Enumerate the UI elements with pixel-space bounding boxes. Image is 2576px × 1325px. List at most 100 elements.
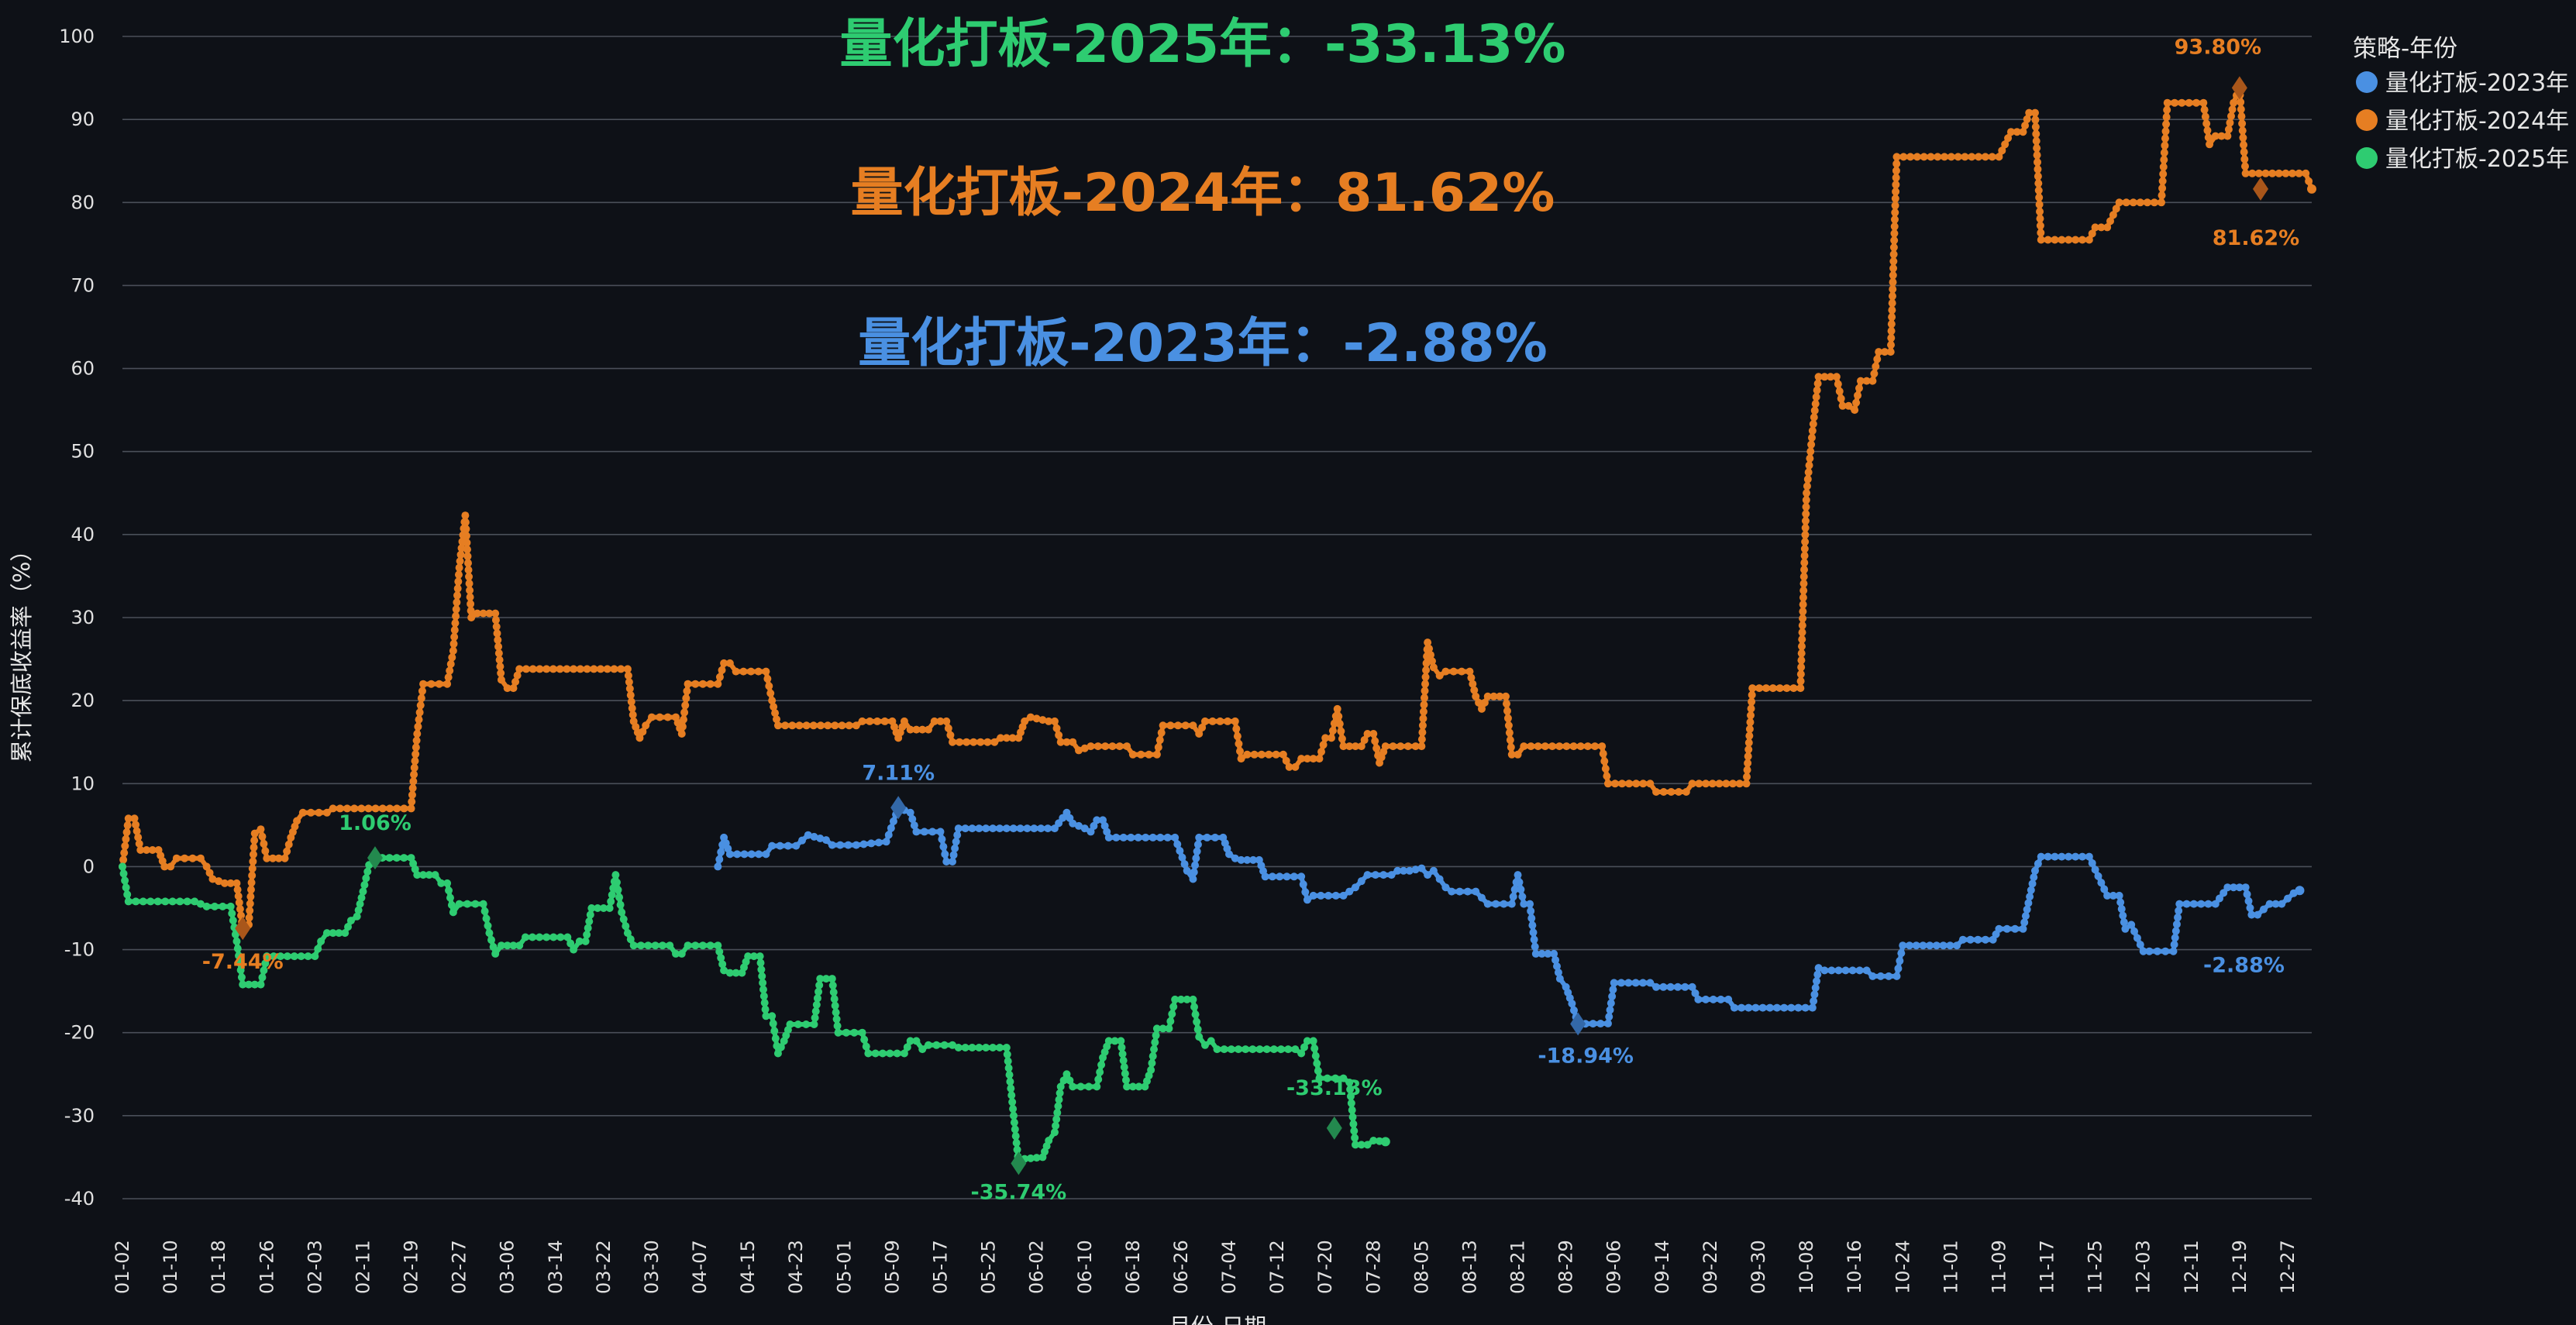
data-point [409, 777, 418, 786]
data-point [329, 804, 337, 813]
data-point [969, 738, 978, 746]
data-point [900, 717, 908, 725]
data-point [811, 1007, 820, 1016]
data-point [1149, 1052, 1157, 1061]
data-point [462, 532, 470, 540]
data-point [983, 738, 992, 746]
data-point [143, 846, 151, 854]
data-point [400, 804, 408, 813]
data-point [1345, 887, 1354, 896]
data-point [456, 550, 465, 559]
data-point [2036, 215, 2044, 223]
data-point [1417, 864, 1426, 872]
data-point [1889, 250, 1898, 259]
data-point [949, 1041, 957, 1049]
data-point [627, 697, 635, 706]
data-point [1310, 1045, 1319, 1053]
data-point [2240, 162, 2249, 170]
data-point [2161, 127, 2170, 136]
data-point [1892, 181, 1900, 189]
data-point [625, 678, 633, 687]
data-point [1510, 885, 1519, 893]
data-point [491, 616, 500, 625]
data-point [317, 937, 325, 945]
extreme-marker [1326, 1116, 1342, 1140]
data-point [1347, 1099, 1355, 1107]
legend-label: 量化打板-2023年 [2385, 70, 2569, 97]
data-point [720, 659, 728, 667]
data-point [1183, 866, 1191, 875]
data-point [622, 922, 630, 931]
data-point [446, 660, 455, 668]
data-point [1870, 370, 1879, 378]
data-point [717, 848, 725, 856]
data-point [1411, 742, 1420, 751]
data-point [1006, 1077, 1014, 1086]
data-point [1646, 780, 1655, 788]
data-point [1165, 1024, 1173, 1033]
legend-item[interactable]: 量化打板-2024年 [2356, 108, 2569, 135]
data-point [759, 992, 768, 1000]
data-point [1599, 749, 1607, 758]
data-point [795, 721, 804, 730]
data-point [1652, 983, 1661, 991]
data-point [1050, 717, 1059, 725]
data-point [1243, 750, 1252, 759]
data-point [814, 987, 823, 996]
x-tick-label: 12-11 [2181, 1240, 2202, 1294]
data-point [1369, 1137, 1378, 1144]
data-point [542, 933, 551, 941]
data-point [1799, 573, 1808, 581]
data-point [1050, 824, 1059, 833]
data-point [912, 1037, 921, 1045]
data-point [1400, 866, 1408, 875]
data-point [2223, 132, 2232, 140]
data-point [1891, 201, 1899, 210]
legend-item[interactable]: 量化打板-2023年 [2356, 70, 2569, 97]
data-point [437, 879, 446, 887]
data-point [258, 832, 267, 841]
legend-item[interactable]: 量化打板-2025年 [2356, 146, 2569, 173]
data-point [2302, 169, 2310, 177]
data-point [1200, 1041, 1209, 1049]
data-point [202, 862, 211, 871]
data-point [616, 900, 625, 909]
data-point [1005, 1071, 1014, 1079]
data-point [1328, 726, 1337, 735]
x-tick-label: 02-11 [352, 1240, 374, 1294]
data-point [763, 675, 772, 683]
data-point [2230, 98, 2238, 107]
data-point [249, 857, 257, 866]
data-point [614, 886, 622, 894]
data-point [1317, 891, 1325, 900]
data-point [1418, 721, 1427, 730]
data-point [893, 1049, 901, 1058]
data-point [1569, 742, 1578, 751]
data-point [1609, 986, 1617, 994]
data-point [797, 836, 806, 845]
data-point [836, 841, 845, 849]
data-point [1694, 995, 1703, 1003]
data-point [1550, 949, 1558, 958]
annotation-label: 81.62% [2213, 226, 2299, 250]
data-point [1283, 872, 1291, 881]
data-point [1958, 935, 1967, 944]
data-point [1405, 866, 1414, 875]
data-point [464, 566, 473, 574]
x-tick-label: 11-25 [2085, 1240, 2106, 1294]
data-point [1418, 728, 1427, 737]
data-point [248, 864, 257, 872]
data-point [1470, 686, 1479, 694]
data-point [757, 965, 766, 974]
data-point [454, 570, 463, 579]
data-point [2115, 891, 2123, 900]
data-point [1544, 949, 1552, 958]
data-point [918, 1045, 927, 1054]
data-point [1555, 742, 1564, 751]
data-point [1603, 780, 1612, 788]
data-point [1176, 847, 1184, 855]
data-point [760, 999, 769, 1007]
data-point [503, 941, 511, 950]
data-point [1348, 1113, 1357, 1121]
